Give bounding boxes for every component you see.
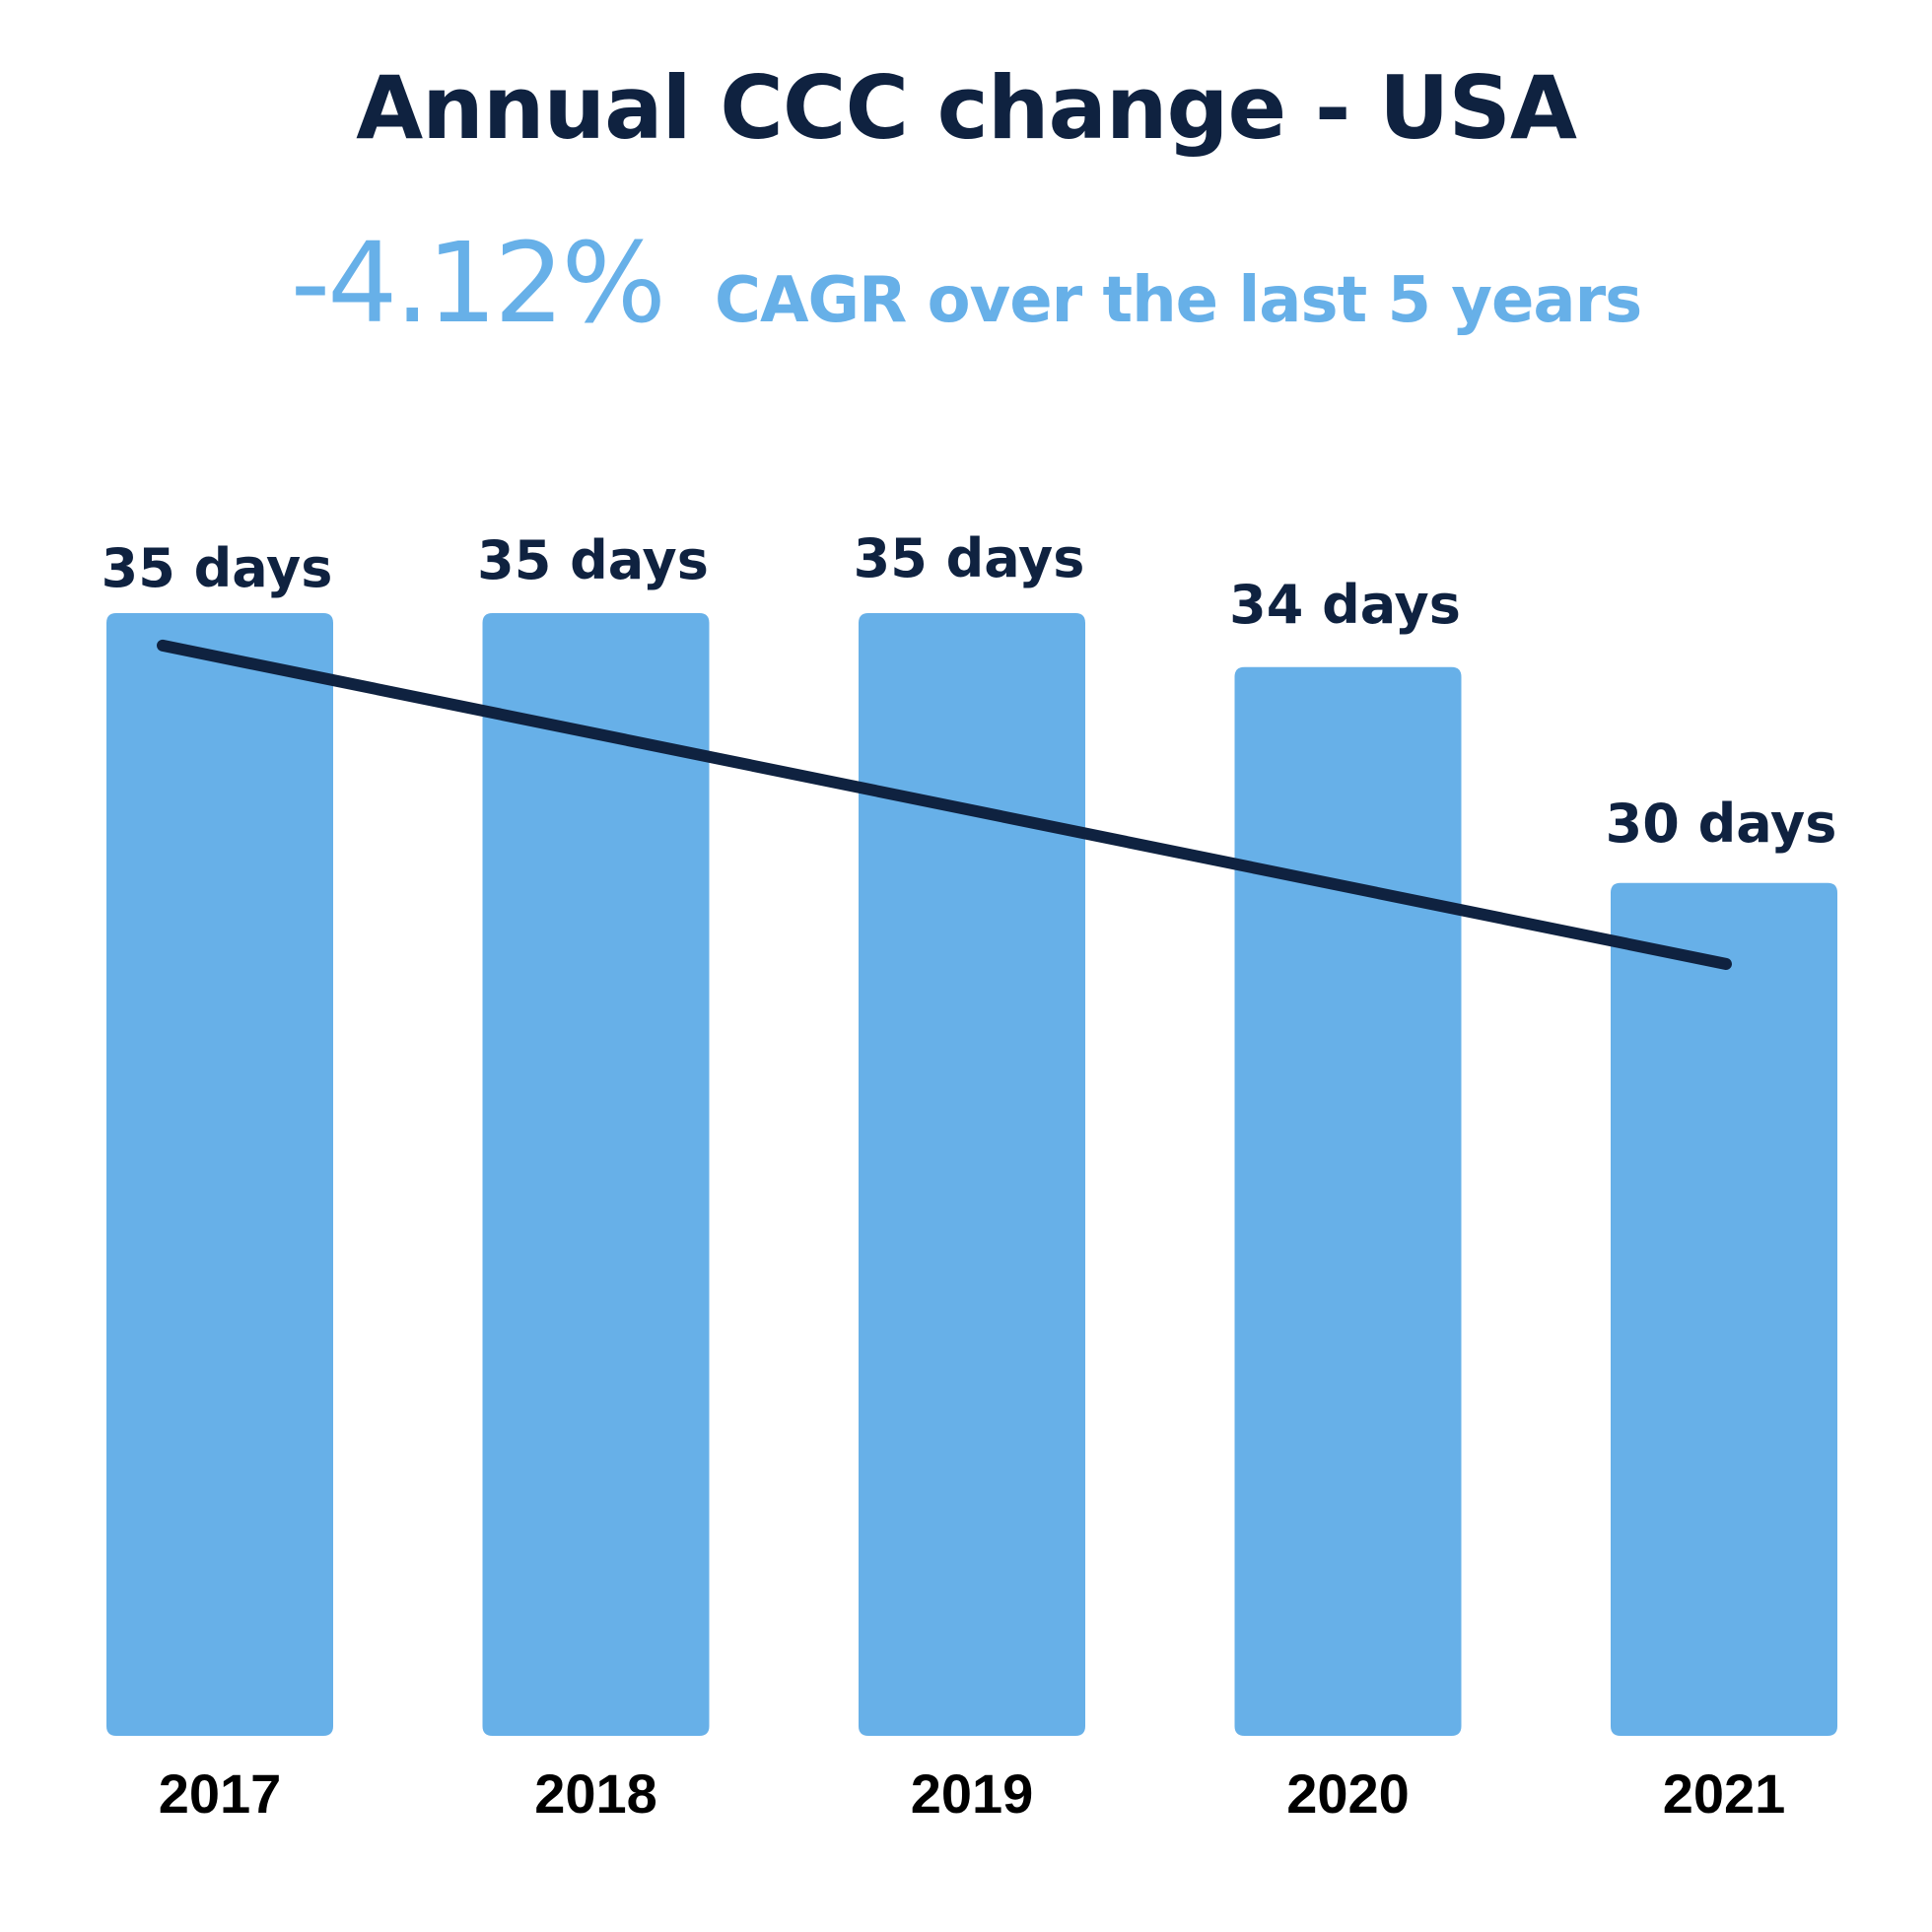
x-tick-label-2021: 2021 xyxy=(1663,1762,1786,1825)
trend-line-group xyxy=(157,639,1732,970)
cagr-summary: -4.12% CAGR over the last 5 years xyxy=(0,229,1932,339)
cagr-value: -4.12% xyxy=(290,220,666,348)
x-tick-label-2017: 2017 xyxy=(159,1762,282,1825)
data-label-2018: 35 days xyxy=(477,529,709,591)
x-tick-label-2019: 2019 xyxy=(911,1762,1034,1825)
x-tick-label-2018: 2018 xyxy=(534,1762,657,1825)
data-label-2020: 34 days xyxy=(1229,574,1461,636)
data-label-2021: 30 days xyxy=(1606,793,1837,855)
cagr-caption: CAGR over the last 5 years xyxy=(714,264,1642,337)
bar-labels-group: 35 days 35 days 35 days 34 days 30 days xyxy=(102,527,1837,855)
trend-line xyxy=(157,639,1732,970)
bars-group xyxy=(106,613,1837,1736)
bar-2018 xyxy=(482,613,710,1736)
data-label-2017: 35 days xyxy=(102,537,333,599)
bar-2020 xyxy=(1234,666,1462,1736)
bar-2021 xyxy=(1611,882,1837,1736)
data-label-2019: 35 days xyxy=(854,527,1085,589)
bar-2019 xyxy=(859,613,1085,1736)
bar-2017 xyxy=(106,613,333,1736)
chart-title: Annual CCC change - USA xyxy=(356,57,1577,159)
x-axis-labels-group: 2017 2018 2019 2020 2021 xyxy=(159,1762,1786,1825)
x-tick-label-2020: 2020 xyxy=(1286,1762,1410,1825)
